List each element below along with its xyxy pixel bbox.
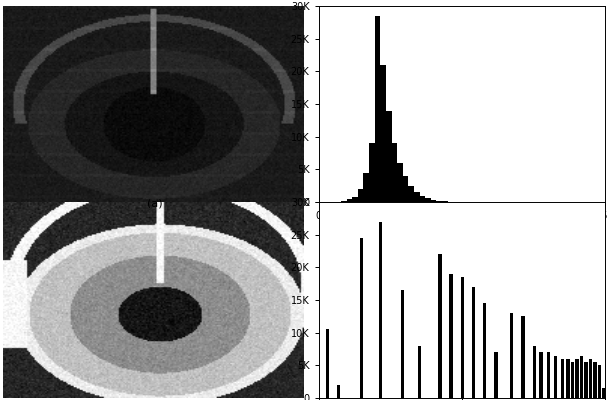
Bar <box>379 222 382 398</box>
Bar <box>420 196 425 202</box>
Bar <box>380 65 386 202</box>
Bar <box>347 199 352 202</box>
Bar <box>510 313 513 398</box>
Bar <box>431 200 437 202</box>
Bar <box>561 359 564 398</box>
Bar <box>401 290 404 398</box>
Bar <box>575 359 579 398</box>
Bar <box>472 287 475 398</box>
Bar <box>554 356 557 398</box>
Bar <box>494 352 498 398</box>
Bar <box>566 359 570 398</box>
Bar <box>438 254 441 398</box>
Bar <box>337 385 340 398</box>
Bar <box>547 352 550 398</box>
Bar <box>539 352 542 398</box>
Bar <box>359 238 363 398</box>
Bar <box>402 176 409 202</box>
Bar <box>397 163 402 202</box>
Bar <box>579 356 583 398</box>
Bar <box>409 186 414 202</box>
Bar <box>437 201 442 202</box>
Bar <box>602 388 606 398</box>
Bar <box>386 110 392 202</box>
Bar <box>375 16 380 202</box>
Bar <box>533 346 536 398</box>
Bar <box>341 201 347 202</box>
Bar <box>326 330 329 398</box>
Bar <box>593 362 596 398</box>
Bar <box>442 201 447 202</box>
Bar <box>425 198 431 202</box>
Bar <box>449 274 453 398</box>
Bar <box>461 277 464 398</box>
Bar <box>414 192 420 202</box>
Bar <box>392 143 397 202</box>
Text: (a): (a) <box>147 198 163 208</box>
Bar <box>521 316 525 398</box>
Bar <box>358 189 364 202</box>
Bar <box>364 173 369 202</box>
Bar <box>571 362 574 398</box>
Bar <box>598 365 601 398</box>
Bar <box>584 362 587 398</box>
Bar <box>352 197 358 202</box>
Bar <box>483 303 486 398</box>
Bar <box>589 359 592 398</box>
Bar <box>369 143 375 202</box>
X-axis label: (b): (b) <box>454 224 469 234</box>
Bar <box>418 346 421 398</box>
